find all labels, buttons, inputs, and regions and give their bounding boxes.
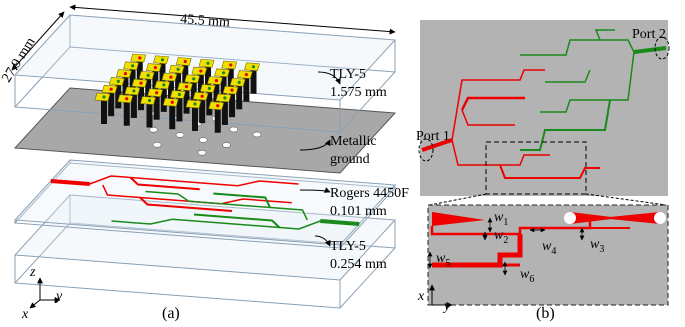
via-hole	[253, 132, 261, 137]
patch-dot	[238, 81, 241, 84]
antenna-feed	[215, 107, 221, 133]
patch-dot	[185, 85, 188, 88]
patch-dot	[110, 88, 113, 91]
via-hole	[230, 127, 238, 132]
patch-dot	[201, 95, 204, 98]
antenna-feed	[169, 103, 175, 129]
caption: (b)	[536, 305, 555, 322]
width-index: 6	[529, 274, 534, 285]
axis-label: z	[29, 265, 36, 280]
width-index: 4	[551, 246, 556, 257]
patch-dot	[193, 102, 196, 105]
patch-dot	[208, 87, 211, 90]
antenna-feed	[147, 102, 153, 128]
caption: (a)	[162, 305, 180, 322]
patch-dot	[222, 71, 225, 74]
patch-dot	[206, 62, 209, 65]
patch-dot	[252, 65, 255, 68]
layer-detail: 0.101 mm	[330, 204, 387, 219]
layer-name: TLY-5	[330, 239, 366, 254]
stub-end	[564, 212, 576, 224]
patch-dot	[148, 99, 151, 102]
patch-dot	[125, 97, 128, 100]
via-hole	[223, 143, 231, 148]
patch-dot	[154, 66, 157, 69]
patch-dot	[139, 82, 142, 85]
via-hole	[176, 133, 184, 138]
patch-dot	[171, 101, 174, 104]
patch-dot	[102, 95, 105, 98]
port-label: Port 1	[416, 129, 450, 144]
patch-dot	[169, 76, 172, 79]
antenna-feed	[192, 105, 198, 131]
layer-detail: ground	[330, 152, 370, 167]
layer-name: Metallic	[330, 134, 377, 149]
patch-dot	[124, 72, 127, 75]
patch-dot	[162, 83, 165, 86]
via-hole	[199, 138, 207, 143]
patch-dot	[117, 80, 120, 83]
axis-label: x	[417, 289, 425, 304]
via-hole	[153, 142, 161, 147]
antenna-feed	[124, 100, 130, 126]
width-index: 5	[445, 258, 450, 269]
patch-dot	[131, 64, 134, 67]
layer-detail: 1.575 mm	[330, 85, 387, 100]
axis-label: x	[21, 307, 29, 322]
patch-dot	[161, 58, 164, 61]
patch-dot	[178, 93, 181, 96]
patch-dot	[192, 77, 195, 80]
patch-dot	[138, 56, 141, 59]
patch-dot	[184, 60, 187, 63]
antenna-feed	[101, 98, 107, 124]
patch-dot	[229, 63, 232, 66]
width-index: 2	[503, 235, 508, 246]
patch-dot	[147, 74, 150, 77]
patch-dot	[216, 104, 219, 107]
patch-dot	[230, 89, 233, 92]
patch-dot	[223, 96, 226, 99]
patch-dot	[132, 89, 135, 92]
via-hole	[198, 150, 206, 155]
stub-end	[654, 212, 666, 224]
layer-name: TLY-5	[330, 67, 366, 82]
patch-dot	[215, 79, 218, 82]
patch-dot	[245, 73, 248, 76]
figure: 45.5 mm 27.9 mm TLY-5 1.575 mm Metallic …	[0, 0, 685, 327]
panel-b	[419, 20, 669, 305]
width-index: 1	[503, 217, 508, 228]
layer-name: Rogers 4450F	[330, 186, 409, 201]
axis-label: y	[54, 289, 63, 304]
patch-dot	[199, 69, 202, 72]
via-hole	[150, 127, 158, 132]
port-label: Port 2	[632, 27, 666, 42]
axis-arrow	[30, 300, 40, 308]
layer-detail: 0.254 mm	[330, 257, 387, 272]
patch-dot	[177, 68, 180, 71]
patch-dot	[155, 91, 158, 94]
width-index: 3	[599, 244, 604, 255]
axis-label: y	[442, 299, 451, 314]
